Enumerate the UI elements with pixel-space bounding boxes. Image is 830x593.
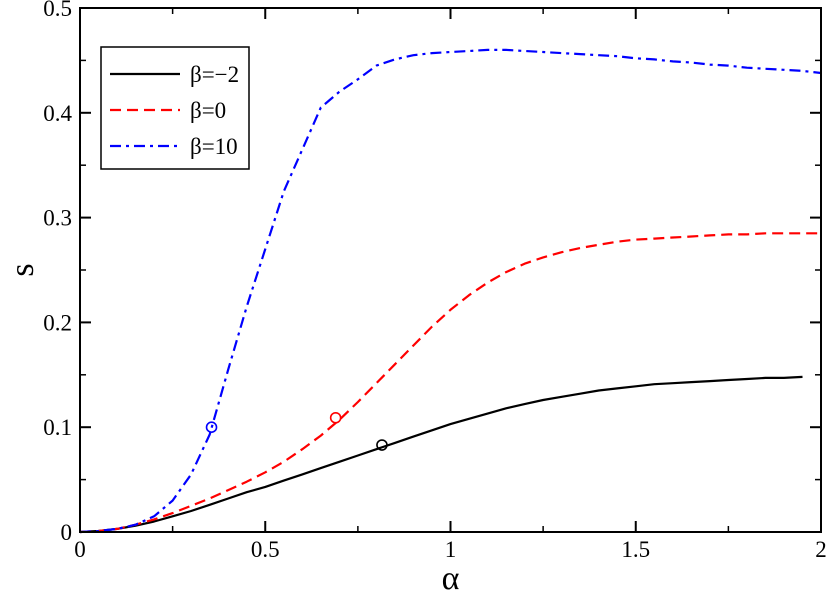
point-marker-1 [329, 411, 342, 424]
point-marker-2 [205, 421, 218, 434]
marker-layer [205, 411, 388, 451]
x-tick-label: 0 [74, 537, 86, 562]
legend-box [100, 46, 250, 170]
x-axis-title: α [442, 560, 460, 593]
point-marker-0 [376, 439, 388, 451]
series-line-2 [79, 48, 822, 534]
y-tick-label: 0.4 [43, 101, 72, 126]
legend: β=−2 β=0 β=10 [100, 46, 250, 170]
series-line-1 [79, 232, 821, 534]
legend-label-0: β=−2 [190, 62, 239, 87]
y-tick-label: 0.1 [43, 415, 72, 440]
tick-layer: 0 0.5 1 1.5 2 0 0.1 0.2 0.3 0.4 0.5 [43, 0, 827, 562]
x-tick-label: 1.5 [621, 537, 650, 562]
y-tick-label: 0.2 [43, 310, 72, 335]
series-layer [79, 48, 822, 534]
y-tick-label: 0.5 [43, 0, 72, 21]
legend-label-1: β=0 [190, 98, 226, 123]
x-tick-label: 1 [445, 537, 457, 562]
series-line-0 [79, 375, 803, 534]
x-tick-label: 0.5 [251, 537, 280, 562]
x-tick-label: 2 [815, 537, 827, 562]
legend-label-2: β=10 [190, 134, 238, 159]
y-axis-title: s [4, 263, 41, 276]
y-tick-label: 0.3 [43, 206, 72, 231]
y-tick-label: 0 [61, 520, 73, 545]
